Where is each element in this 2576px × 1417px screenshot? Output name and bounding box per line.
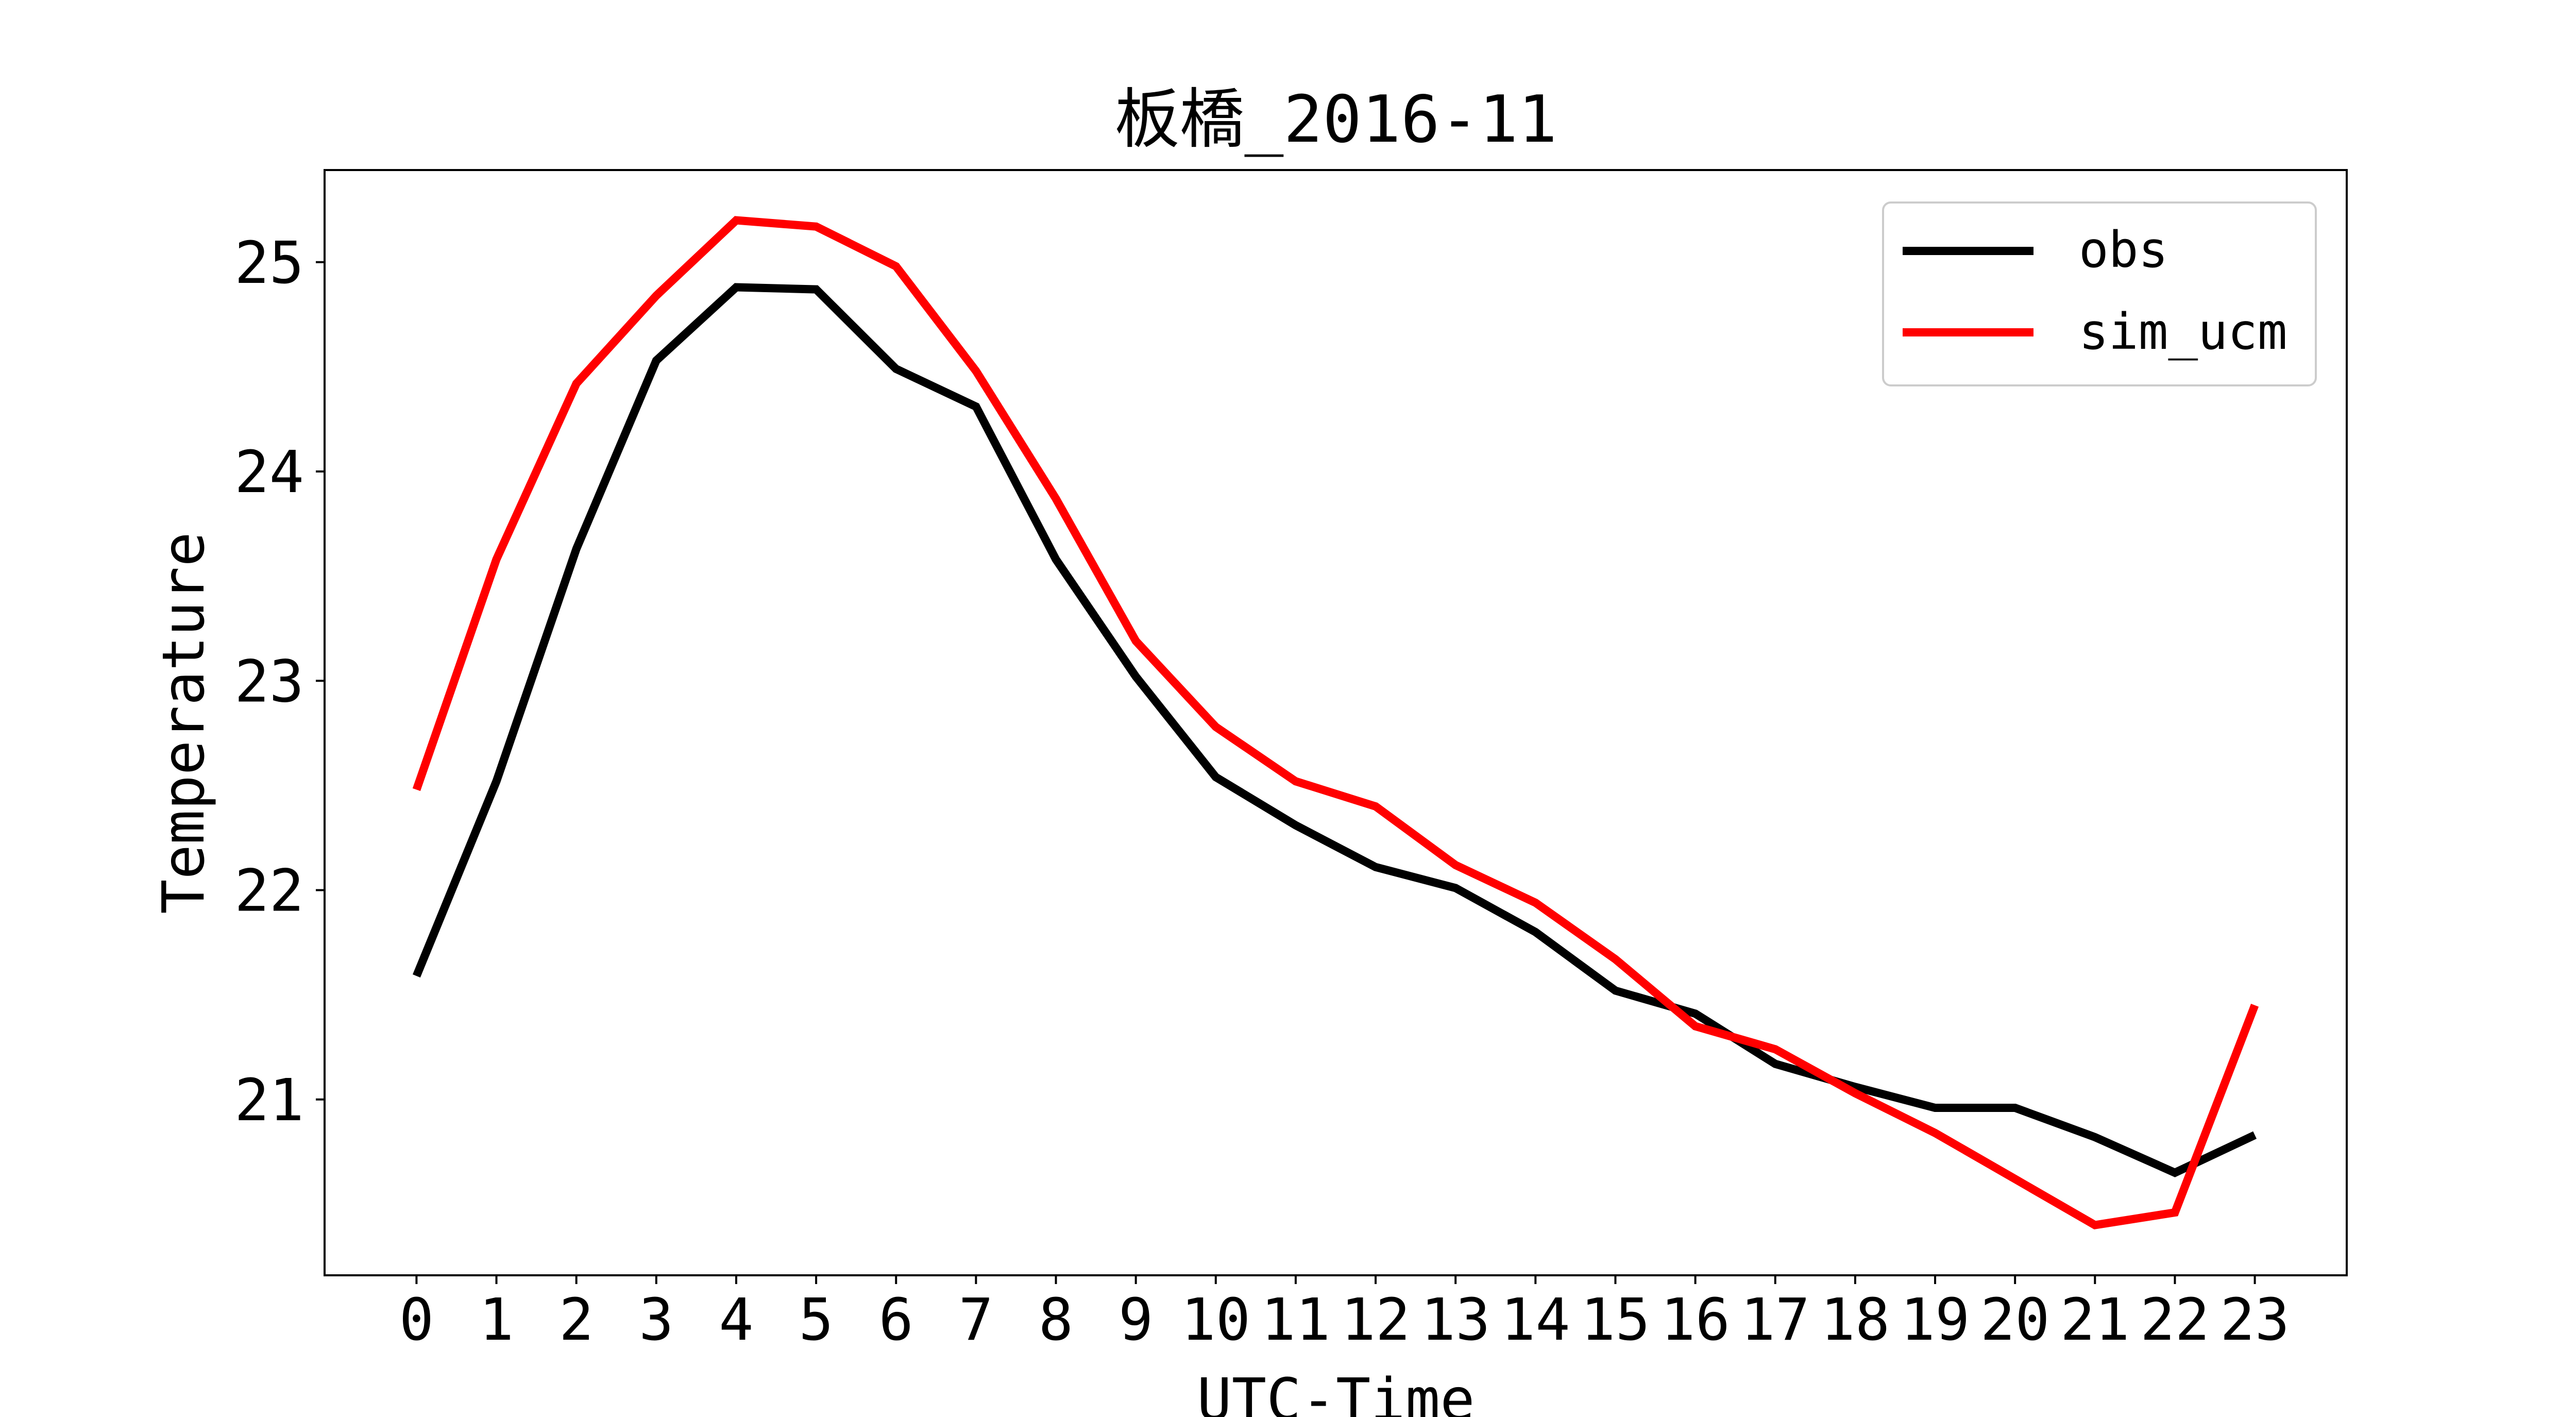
- x-tick-label: 14: [1501, 1287, 1570, 1354]
- y-axis-label: Temperature: [150, 532, 217, 914]
- x-axis: 0 1 2 3 4 5 6 7 8 9 10 11 12 13 14 15 16 17 18 19 20 21 22 23: [399, 1275, 2290, 1354]
- x-tick-label: 15: [1581, 1287, 1650, 1354]
- legend-label-sim-ucm: sim_ucm: [2079, 303, 2287, 361]
- x-tick-label: 0: [399, 1287, 434, 1354]
- x-tick-label: 5: [799, 1287, 833, 1354]
- y-tick-label: 23: [234, 648, 304, 715]
- chart-title: 板橋_2016-11: [1115, 81, 1557, 157]
- x-tick-label: 19: [1901, 1287, 1970, 1354]
- series-line-sim-ucm: [412, 216, 2259, 1229]
- x-axis-label: UTC-Time: [1197, 1367, 1475, 1417]
- x-tick-label: 21: [2060, 1287, 2130, 1354]
- x-tick-label: 3: [639, 1287, 673, 1354]
- x-tick-label: 16: [1660, 1287, 1730, 1354]
- x-tick-label: 7: [959, 1287, 993, 1354]
- legend: obs sim_ucm: [1882, 201, 2317, 386]
- x-tick-label: 11: [1261, 1287, 1331, 1354]
- plot-frame: [324, 169, 2348, 1276]
- series-line-obs: [412, 283, 2257, 1177]
- x-tick-label: 20: [1980, 1287, 2050, 1354]
- x-tick-label: 18: [1820, 1287, 1890, 1354]
- x-tick-label: 22: [2140, 1287, 2210, 1354]
- legend-label-obs: obs: [2079, 221, 2168, 279]
- x-tick-label: 8: [1039, 1287, 1073, 1354]
- x-tick-label: 4: [719, 1287, 753, 1354]
- x-tick-label: 6: [879, 1287, 913, 1354]
- x-tick-label: 9: [1118, 1287, 1153, 1354]
- series-layer: [412, 216, 2259, 1229]
- x-tick-label: 17: [1740, 1287, 1810, 1354]
- y-tick-label: 21: [234, 1067, 304, 1134]
- x-tick-label: 10: [1181, 1287, 1250, 1354]
- y-tick-label: 22: [234, 858, 304, 925]
- x-tick-label: 1: [479, 1287, 514, 1354]
- x-tick-label: 12: [1341, 1287, 1411, 1354]
- y-axis: 21 22 23 24 25: [234, 230, 325, 1134]
- x-tick-label: 13: [1421, 1287, 1490, 1354]
- x-tick-label: 23: [2220, 1287, 2290, 1354]
- x-tick-label: 2: [559, 1287, 594, 1354]
- y-tick-label: 24: [234, 439, 304, 506]
- plot-area: [324, 169, 2348, 1276]
- y-tick-label: 25: [234, 230, 304, 297]
